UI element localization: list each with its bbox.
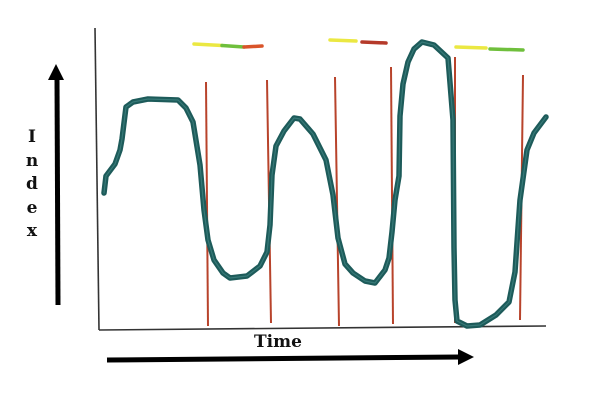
marker-lines [205, 57, 524, 327]
marker-line [205, 81, 209, 327]
marker-line [390, 66, 394, 325]
y-arrow [48, 64, 64, 306]
plot-y-axis [94, 27, 100, 331]
y-axis-label-letter: x [26, 221, 38, 241]
y-arrow-head [48, 64, 64, 80]
x-arrow-head [458, 349, 474, 365]
plot-axes [94, 27, 547, 331]
x-axis-label: Time [254, 332, 302, 352]
y-axis-label-letter: n [25, 150, 39, 171]
phase-segment-1 [192, 42, 264, 49]
phase-segment-3 [454, 45, 525, 52]
index-curve [101, 39, 549, 329]
x-arrow [106, 349, 474, 365]
phase-segments [192, 38, 525, 52]
phase-segment-2 [328, 38, 388, 45]
y-axis-label-letter: I [28, 127, 36, 147]
marker-line [334, 76, 340, 327]
y-axis-label-letter: e [26, 197, 38, 218]
y-axis-label-letter: d [26, 174, 38, 194]
